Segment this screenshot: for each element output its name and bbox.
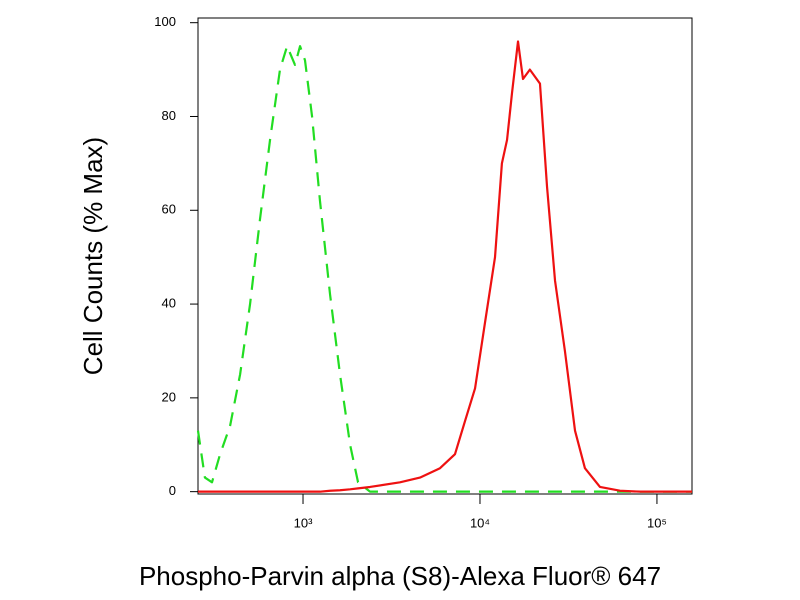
y-tick-label: 80 xyxy=(162,108,176,123)
x-tick-label: 10³ xyxy=(294,515,313,530)
y-tick-label: 20 xyxy=(162,389,176,404)
series-line xyxy=(196,45,692,493)
x-axis-label: Phospho-Parvin alpha (S8)-Alexa Fluor® 6… xyxy=(139,561,661,591)
y-tick-label: 0 xyxy=(169,483,176,498)
series-line xyxy=(198,40,692,493)
y-axis-label: Cell Counts (% Max) xyxy=(78,137,108,375)
plot-frame xyxy=(197,17,693,495)
y-tick-label: 100 xyxy=(154,14,176,29)
x-tick-label: 10⁵ xyxy=(647,515,667,530)
y-tick-label: 60 xyxy=(162,202,176,217)
y-tick-label: 40 xyxy=(162,296,176,311)
x-tick-label: 10⁴ xyxy=(470,515,490,530)
